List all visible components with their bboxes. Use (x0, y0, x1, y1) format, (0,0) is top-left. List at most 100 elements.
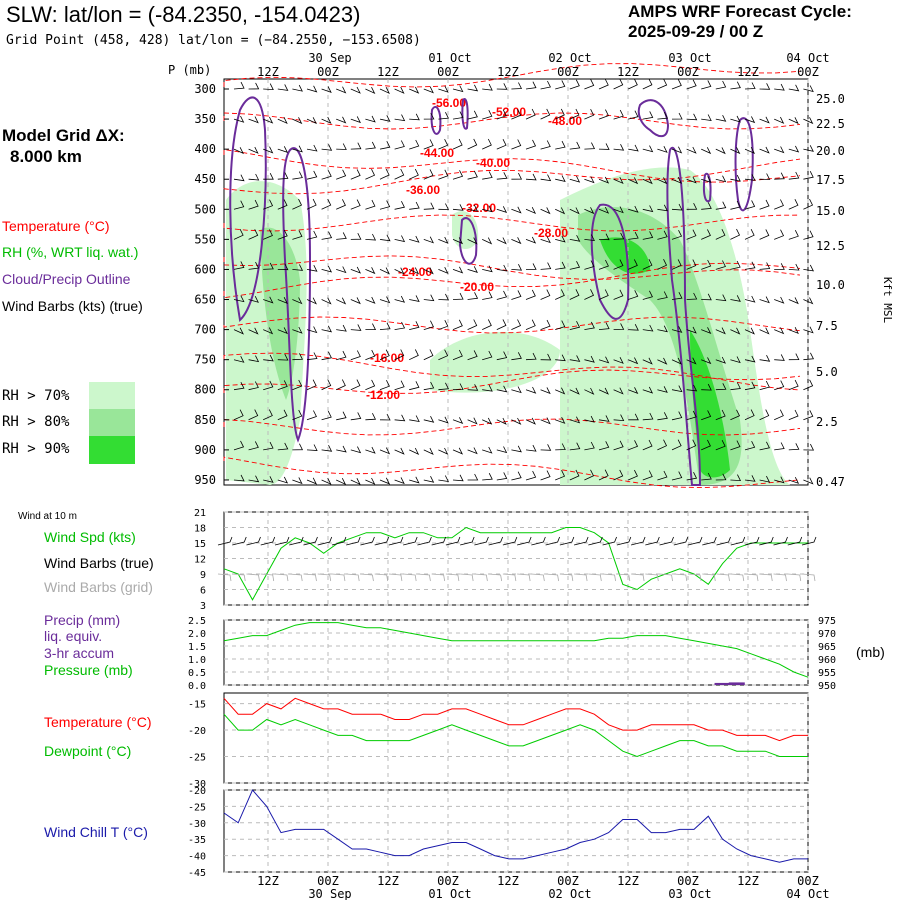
wind-barb-10m (787, 536, 803, 546)
wind-barb-10m (602, 536, 617, 546)
p-tick-500: 500 (194, 202, 216, 216)
bottom-date-label-1: 01 Oct (428, 887, 471, 900)
wind-barb (657, 259, 668, 270)
wind-barb (584, 142, 596, 150)
wind-barb (774, 409, 784, 421)
bottom-x-tick-1: 00Z (317, 874, 339, 888)
wind-barb (555, 80, 566, 90)
precip-bar-35 (714, 682, 731, 685)
wind-barb (540, 140, 551, 150)
wind-barb (365, 446, 376, 454)
wind-barb-grid (602, 573, 616, 582)
wind-barb (584, 79, 595, 90)
wind-barb (774, 442, 785, 451)
wind-barb (730, 147, 741, 155)
wind-barb (569, 355, 581, 362)
wind-barb (701, 114, 712, 122)
wind-barb (584, 441, 595, 451)
wind-barb (482, 138, 492, 150)
wind-barb (613, 414, 625, 422)
temperature-label-11: -12.00 (366, 388, 400, 402)
wind-barb (686, 326, 697, 334)
wind-barb-10m (773, 536, 788, 546)
temperature-label-1: -52.00 (492, 105, 526, 119)
wind-barb (788, 409, 799, 421)
wind-barb (248, 441, 259, 451)
wind-barb (496, 472, 508, 481)
wind-barb (409, 139, 420, 150)
wind-barb (496, 206, 508, 213)
wind-barb (423, 86, 434, 94)
wind-barb (628, 177, 639, 185)
wind-barb (438, 382, 450, 391)
wind-barb (803, 326, 814, 334)
wind-barb (759, 327, 770, 335)
wind-barb (452, 266, 464, 274)
wind-barb-grid (246, 573, 260, 582)
wind-barb (263, 83, 274, 91)
wind-barb (701, 229, 711, 240)
cloud-outlines (229, 96, 754, 486)
rh70-swatch (89, 382, 135, 409)
wind-barb (730, 382, 741, 391)
wind-barb (788, 230, 799, 240)
wind-barb-10m (616, 536, 632, 546)
wind-barb (657, 386, 668, 393)
wind-barb (671, 357, 682, 365)
rh-region-7 (600, 237, 650, 274)
wind-barb-10m (759, 536, 774, 546)
wind-barb (248, 229, 259, 240)
wind-barb-grid (744, 573, 759, 582)
wind-barb (744, 174, 756, 181)
wind-barb (336, 266, 347, 274)
wind-barb (423, 202, 435, 210)
wind-barb (525, 173, 537, 181)
cloud-outline-1 (282, 147, 312, 443)
wind-barb (598, 206, 610, 214)
wind-barb (555, 470, 566, 481)
wind-barb (438, 293, 450, 301)
wind-barb (438, 203, 450, 210)
legend-temp2: Temperature (°C) (44, 714, 152, 730)
wind-barb (292, 477, 303, 485)
wind-barb (598, 109, 609, 120)
wind-barb-10m (274, 536, 290, 546)
wind-barb (774, 476, 785, 484)
wind-barb-10m (417, 536, 432, 546)
p-tick-450: 450 (194, 172, 216, 186)
wind-barb (482, 205, 493, 213)
wind-barb (263, 409, 273, 421)
wind-barb (248, 409, 259, 421)
wind-barb (263, 229, 273, 240)
wind-barb (628, 290, 639, 300)
wind-barb (467, 447, 478, 455)
temperature-contour-8 (223, 352, 801, 391)
wind-barb (452, 85, 464, 93)
top-date-label-2: 02 Oct (548, 51, 591, 65)
wind-barb (423, 476, 435, 483)
wind-barb (730, 260, 741, 270)
wind-barb (336, 379, 346, 391)
wind-barb (628, 440, 639, 451)
wind-barb (306, 117, 317, 125)
wind-barb (759, 296, 770, 304)
legend-windchill: Wind Chill T (°C) (44, 824, 148, 840)
top-x-tick-9: 00Z (797, 65, 819, 79)
wind-barb (379, 168, 390, 180)
wind-barb-10m (517, 536, 532, 546)
wind-barb (248, 146, 259, 154)
wind-barb (759, 83, 771, 90)
temperature-line (223, 697, 808, 742)
cloud-outline-6 (637, 99, 670, 138)
p-tick-550: 550 (194, 232, 216, 246)
panel-frame-3 (223, 692, 809, 784)
wind-barb (657, 470, 668, 481)
wind-barb (715, 440, 726, 451)
wind-barb (657, 112, 669, 120)
kft-tick-7: 7.5 (816, 319, 838, 333)
wind-barb (788, 327, 799, 334)
wind-barb (730, 474, 742, 482)
wind-barb (686, 146, 697, 154)
kft-tick-3: 17.5 (816, 173, 845, 187)
wind-barb (365, 296, 376, 304)
